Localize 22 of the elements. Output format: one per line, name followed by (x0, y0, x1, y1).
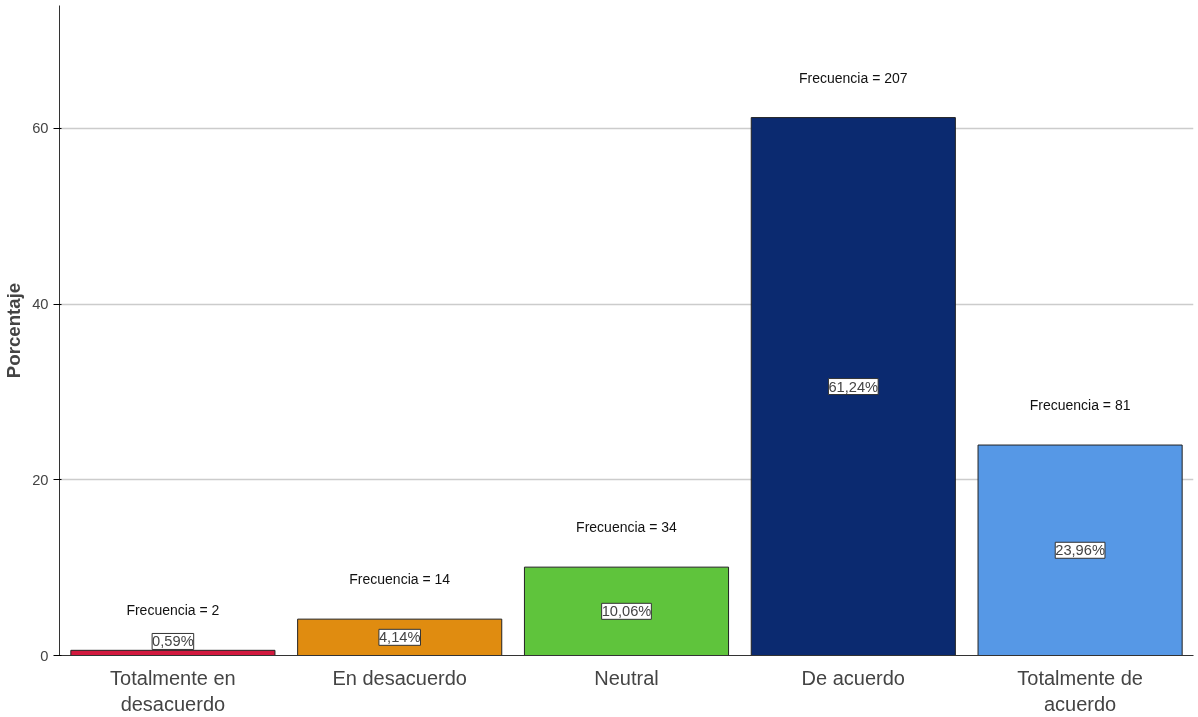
x-tick-label: Totalmente de acuerdo (1017, 666, 1143, 715)
data-label: 4,14% (378, 629, 421, 646)
x-tick-label: Totalmente en desacuerdo (110, 666, 236, 715)
y-tick-label: 20 (32, 471, 49, 488)
x-tick-label: En desacuerdo (332, 666, 467, 689)
bar (750, 117, 956, 656)
y-axis-title: Porcentaje (3, 282, 25, 379)
annotation: Frecuencia = 2 (126, 602, 220, 619)
bar (523, 566, 730, 656)
y-tick-label: 0 (40, 647, 49, 664)
y-tick-label: 60 (32, 120, 49, 137)
annotation: Frecuencia = 34 (576, 519, 678, 536)
y-tick-label: 40 (32, 296, 49, 313)
x-tick-label: De acuerdo (801, 666, 906, 689)
bar (297, 618, 503, 656)
data-label: 61,24% (828, 378, 879, 395)
data-label: 10,06% (601, 603, 652, 620)
annotation: Frecuencia = 207 (799, 69, 908, 86)
bar (977, 444, 1183, 656)
x-tick-label: Neutral (594, 666, 659, 689)
annotation: Frecuencia = 81 (1029, 397, 1131, 414)
annotation: Frecuencia = 14 (349, 571, 451, 588)
